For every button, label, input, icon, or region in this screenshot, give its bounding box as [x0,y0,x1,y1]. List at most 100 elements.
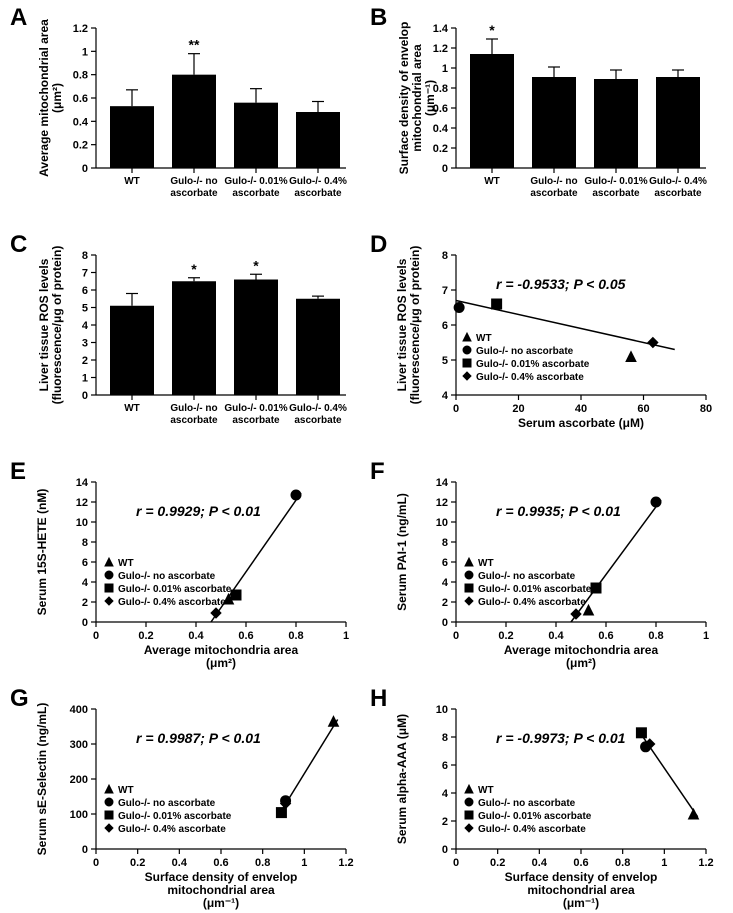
svg-text:2: 2 [442,597,448,609]
svg-text:ascorbate: ascorbate [654,188,702,199]
svg-text:0: 0 [442,617,448,629]
panel-A: A00.20.40.60.811.2WT**Gulo-/- noascorbat… [18,8,363,208]
svg-text:0: 0 [93,857,99,869]
svg-text:0: 0 [93,630,99,642]
svg-text:4: 4 [442,788,449,800]
svg-text:2: 2 [82,355,88,367]
svg-text:0.6: 0.6 [598,630,613,642]
svg-text:Surface density of envelop: Surface density of envelop [397,22,411,175]
svg-text:WT: WT [124,403,140,414]
svg-text:60: 60 [637,403,649,415]
svg-text:80: 80 [700,403,712,415]
panel-label-H: H [370,685,387,713]
svg-text:0: 0 [442,844,448,856]
svg-text:1.2: 1.2 [698,857,713,869]
svg-text:Surface density of envelop: Surface density of envelop [505,870,658,884]
svg-text:6: 6 [442,557,448,569]
svg-text:Serum 15S-HETE (nM): Serum 15S-HETE (nM) [35,489,49,616]
svg-text:0.8: 0.8 [615,857,630,869]
svg-text:Average mitochondria area: Average mitochondria area [504,643,659,657]
svg-text:0.6: 0.6 [573,857,588,869]
svg-text:14: 14 [436,477,449,489]
svg-text:ascorbate: ascorbate [170,188,218,199]
svg-text:0.4: 0.4 [532,857,548,869]
svg-text:1: 1 [82,373,88,385]
svg-text:6: 6 [82,557,88,569]
svg-text:ascorbate: ascorbate [592,188,640,199]
svg-text:1: 1 [661,857,667,869]
svg-text:8: 8 [442,250,448,262]
svg-text:4: 4 [82,320,89,332]
svg-text:0.4: 0.4 [188,630,204,642]
svg-text:Gulo-/- no ascorbate: Gulo-/- no ascorbate [118,571,216,582]
svg-text:(fluorescence/μg of protein): (fluorescence/μg of protein) [408,246,422,405]
svg-text:WT: WT [478,558,494,569]
svg-text:0.2: 0.2 [433,143,448,155]
svg-text:1: 1 [82,46,88,58]
panel-label-B: B [370,4,387,32]
svg-text:0.4: 0.4 [433,123,449,135]
svg-text:10: 10 [436,704,448,716]
svg-text:WT: WT [118,785,134,796]
svg-text:200: 200 [70,774,88,786]
svg-text:Gulo-/- 0.01%: Gulo-/- 0.01% [224,176,287,187]
svg-text:ascorbate: ascorbate [232,415,280,426]
svg-text:0.8: 0.8 [73,70,88,82]
svg-text:40: 40 [575,403,587,415]
svg-text:WT: WT [478,785,494,796]
panel-label-A: A [10,4,27,32]
svg-text:Average mitochondrial area: Average mitochondrial area [37,19,51,177]
svg-text:0.4: 0.4 [73,116,89,128]
svg-text:Gulo-/- 0.01% ascorbate: Gulo-/- 0.01% ascorbate [478,811,592,822]
svg-text:mitochondrial area: mitochondrial area [167,883,275,897]
svg-text:Gulo-/- 0.4%: Gulo-/- 0.4% [289,176,347,187]
svg-text:10: 10 [436,517,448,529]
svg-text:1: 1 [703,630,709,642]
svg-text:Liver tissue ROS levels: Liver tissue ROS levels [395,258,409,391]
panel-label-E: E [10,458,26,486]
svg-text:1: 1 [301,857,307,869]
svg-text:Gulo-/- no ascorbate: Gulo-/- no ascorbate [478,798,576,809]
svg-text:Gulo-/- no: Gulo-/- no [530,176,577,187]
panel-label-G: G [10,685,29,713]
svg-text:0.2: 0.2 [130,857,145,869]
svg-text:12: 12 [436,497,448,509]
svg-text:1.2: 1.2 [433,43,448,55]
svg-text:r = 0.9929; P < 0.01: r = 0.9929; P < 0.01 [136,503,261,519]
svg-text:0: 0 [82,390,88,402]
svg-text:12: 12 [76,497,88,509]
svg-text:2: 2 [442,816,448,828]
svg-text:(μm²): (μm²) [206,656,236,670]
svg-text:ascorbate: ascorbate [530,188,578,199]
svg-text:3: 3 [82,338,88,350]
svg-text:Gulo-/- 0.01% ascorbate: Gulo-/- 0.01% ascorbate [118,811,232,822]
svg-text:r = -0.9973; P < 0.01: r = -0.9973; P < 0.01 [496,730,626,746]
svg-text:0.2: 0.2 [73,140,88,152]
svg-text:2: 2 [82,597,88,609]
svg-text:Serum sE-Selectin (ng/mL): Serum sE-Selectin (ng/mL) [35,703,49,856]
svg-text:0: 0 [453,403,459,415]
panel-F: F0246810121400.20.40.60.81WTGulo-/- no a… [378,462,723,662]
panel-D: D45678020406080WTGulo-/- no ascorbateGul… [378,235,723,435]
svg-text:Gulo-/- 0.4% ascorbate: Gulo-/- 0.4% ascorbate [478,824,586,835]
svg-text:ascorbate: ascorbate [294,188,342,199]
svg-text:Gulo-/- 0.01% ascorbate: Gulo-/- 0.01% ascorbate [118,584,232,595]
svg-text:r = -0.9533; P < 0.05: r = -0.9533; P < 0.05 [496,276,626,292]
panel-C: C012345678WT*Gulo-/- noascorbate*Gulo-/-… [18,235,363,435]
svg-text:Liver tissue ROS levels: Liver tissue ROS levels [37,258,51,391]
svg-text:8: 8 [82,250,88,262]
svg-text:1: 1 [442,63,448,75]
svg-text:0: 0 [82,617,88,629]
svg-text:WT: WT [476,333,492,344]
svg-text:0.6: 0.6 [213,857,228,869]
svg-text:(μm⁻¹): (μm⁻¹) [203,896,239,910]
svg-text:Gulo-/- 0.01%: Gulo-/- 0.01% [224,403,287,414]
svg-text:0.6: 0.6 [73,93,88,105]
svg-text:Gulo-/- 0.01%: Gulo-/- 0.01% [584,176,647,187]
svg-text:14: 14 [76,477,89,489]
svg-text:0.2: 0.2 [490,857,505,869]
svg-text:ascorbate: ascorbate [170,415,218,426]
svg-text:r = 0.9935; P < 0.01: r = 0.9935; P < 0.01 [496,503,621,519]
svg-text:0.4: 0.4 [548,630,564,642]
svg-text:**: ** [189,37,200,53]
